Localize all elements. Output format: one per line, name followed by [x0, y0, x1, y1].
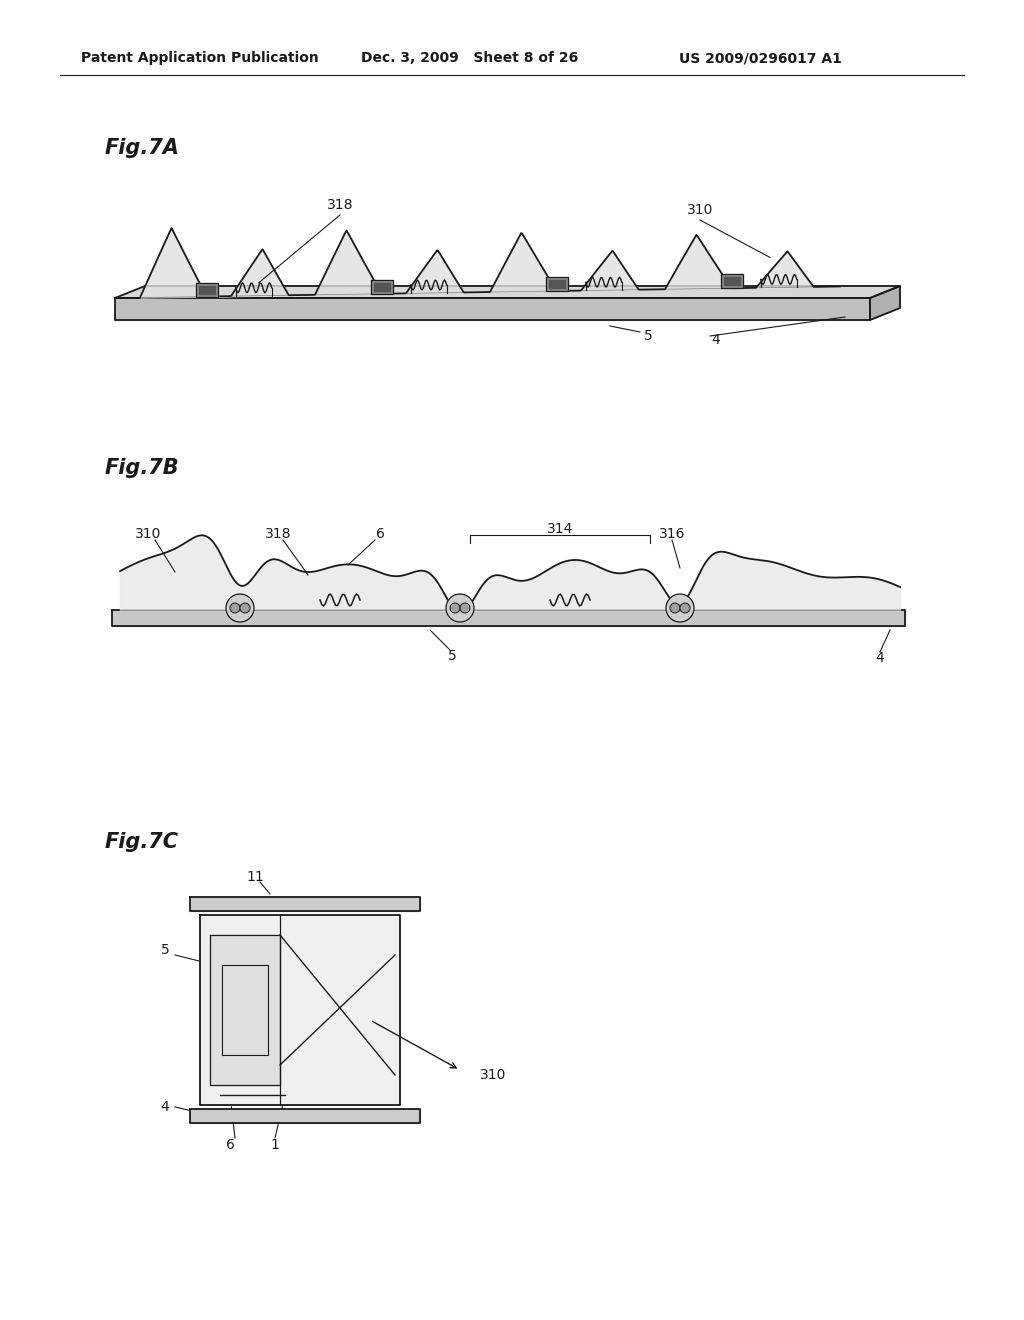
Text: 1: 1: [270, 1138, 280, 1152]
Polygon shape: [190, 1109, 420, 1123]
Circle shape: [446, 594, 474, 622]
Text: 310: 310: [687, 203, 713, 216]
Text: 6: 6: [225, 1138, 234, 1152]
Polygon shape: [199, 285, 214, 293]
Text: Fig.7C: Fig.7C: [105, 832, 179, 851]
Polygon shape: [210, 935, 280, 1085]
Text: 316: 316: [658, 527, 685, 541]
Text: Fig.7A: Fig.7A: [105, 139, 180, 158]
Polygon shape: [196, 282, 217, 297]
Polygon shape: [200, 915, 400, 1105]
Polygon shape: [112, 610, 905, 626]
Text: 4: 4: [712, 333, 720, 347]
Text: 314: 314: [547, 521, 573, 536]
Text: Patent Application Publication: Patent Application Publication: [81, 51, 318, 65]
Circle shape: [666, 594, 694, 622]
Circle shape: [680, 603, 690, 612]
Polygon shape: [115, 286, 900, 298]
Text: 11: 11: [246, 870, 264, 884]
Text: 310: 310: [135, 527, 161, 541]
Text: 310: 310: [480, 1068, 507, 1082]
Text: 4: 4: [876, 651, 885, 665]
Circle shape: [226, 594, 254, 622]
Circle shape: [230, 603, 240, 612]
Polygon shape: [546, 277, 567, 290]
Text: 5: 5: [644, 329, 652, 343]
Circle shape: [450, 603, 460, 612]
Circle shape: [240, 603, 250, 612]
Text: 318: 318: [327, 198, 353, 213]
Text: 4: 4: [161, 1100, 169, 1114]
Text: Dec. 3, 2009   Sheet 8 of 26: Dec. 3, 2009 Sheet 8 of 26: [361, 51, 579, 65]
Text: 5: 5: [447, 649, 457, 663]
Circle shape: [670, 603, 680, 612]
Text: 318: 318: [265, 527, 291, 541]
Polygon shape: [371, 280, 392, 294]
Text: 5: 5: [161, 942, 169, 957]
Text: US 2009/0296017 A1: US 2009/0296017 A1: [679, 51, 842, 65]
Polygon shape: [870, 286, 900, 319]
Polygon shape: [721, 275, 742, 288]
Polygon shape: [724, 277, 739, 285]
Circle shape: [460, 603, 470, 612]
Polygon shape: [115, 298, 870, 319]
Polygon shape: [374, 282, 389, 290]
Text: Fig.7B: Fig.7B: [105, 458, 179, 478]
Polygon shape: [190, 898, 420, 911]
Polygon shape: [549, 280, 564, 288]
Text: 6: 6: [376, 527, 384, 541]
